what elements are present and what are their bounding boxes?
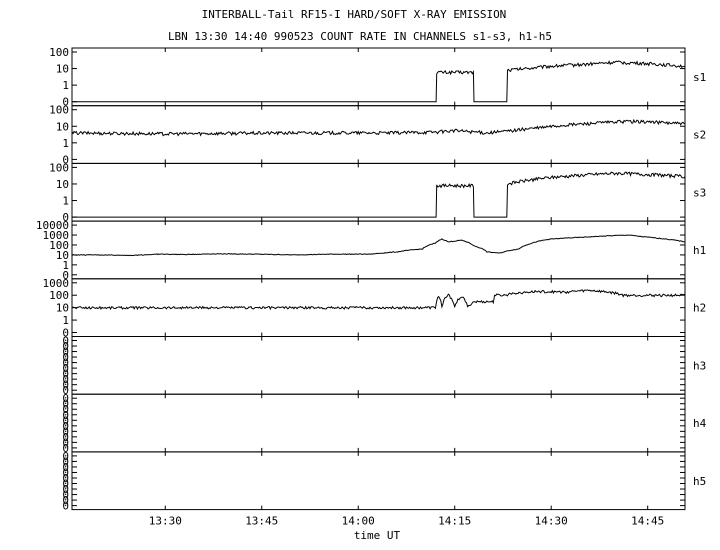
y-tick-label: 0 bbox=[62, 431, 69, 444]
y-tick-label: 0 bbox=[62, 450, 69, 463]
panel-label: h2 bbox=[693, 302, 706, 315]
y-tick-label: 0 bbox=[62, 327, 69, 340]
x-tick-label: 14:30 bbox=[535, 515, 568, 528]
y-tick-label: 1000 bbox=[43, 229, 70, 242]
panel-label: s1 bbox=[693, 71, 706, 84]
y-tick-label: 0 bbox=[62, 398, 69, 411]
y-tick-label: 1 bbox=[62, 137, 69, 150]
y-tick-label: 0 bbox=[62, 483, 69, 496]
y-tick-label: 100 bbox=[49, 104, 69, 117]
y-tick-label: 0 bbox=[62, 357, 69, 370]
y-tick-label: 100 bbox=[49, 239, 69, 252]
y-tick-label: 0 bbox=[62, 211, 69, 224]
y-tick-label: 0 bbox=[62, 489, 69, 502]
series-s2-line bbox=[71, 118, 686, 137]
y-tick-label: 10000 bbox=[36, 219, 69, 232]
y-tick-label: 100 bbox=[49, 46, 69, 59]
y-tick-label: 0 bbox=[62, 373, 69, 386]
y-tick-label: 0 bbox=[62, 379, 69, 392]
y-tick-label: 0 bbox=[62, 153, 69, 166]
panel-frame bbox=[71, 451, 686, 511]
series-s3-line bbox=[72, 171, 686, 218]
panel-frame bbox=[71, 162, 686, 222]
y-tick-label: 0 bbox=[62, 425, 69, 438]
x-tick-label: 14:15 bbox=[438, 515, 471, 528]
panel-label: h4 bbox=[693, 417, 707, 430]
y-tick-label: 0 bbox=[62, 500, 69, 513]
y-tick-label: 10 bbox=[56, 249, 69, 262]
y-tick-label: 10 bbox=[56, 178, 69, 191]
x-tick-label: 14:45 bbox=[631, 515, 664, 528]
panel-frame bbox=[71, 336, 686, 395]
y-tick-label: 0 bbox=[62, 368, 69, 381]
y-tick-label: 0 bbox=[62, 494, 69, 507]
y-tick-label: 0 bbox=[62, 340, 69, 353]
series-h2-line bbox=[71, 289, 686, 311]
y-tick-label: 0 bbox=[62, 442, 69, 455]
y-tick-label: 0 bbox=[62, 466, 69, 479]
y-tick-label: 0 bbox=[62, 269, 69, 282]
y-tick-label: 1 bbox=[62, 79, 69, 92]
series-h1-line bbox=[71, 234, 686, 257]
panel-frame bbox=[71, 393, 686, 453]
y-tick-label: 0 bbox=[62, 384, 69, 397]
y-tick-label: 1000 bbox=[43, 277, 70, 290]
y-tick-label: 1 bbox=[62, 195, 69, 208]
y-tick-label: 0 bbox=[62, 96, 69, 109]
y-tick-label: 0 bbox=[62, 392, 69, 405]
panel-frame bbox=[71, 47, 686, 107]
y-tick-label: 0 bbox=[62, 436, 69, 449]
chart-title: INTERBALL-Tail RF15-I HARD/SOFT X-RAY EM… bbox=[202, 8, 507, 21]
y-tick-label: 10 bbox=[56, 302, 69, 315]
y-tick-label: 0 bbox=[62, 472, 69, 485]
x-axis: 13:30 13:45 14:00 14:15 14:30 14:45 bbox=[149, 48, 664, 528]
panel-label: s3 bbox=[693, 186, 706, 199]
y-tick-label: 0 bbox=[62, 351, 69, 364]
chart-subtitle: LBN 13:30 14:40 990523 COUNT RATE IN CHA… bbox=[168, 30, 552, 43]
y-tick-label: 0 bbox=[62, 335, 69, 348]
y-tick-label: 0 bbox=[62, 461, 69, 474]
y-tick-label: 1 bbox=[62, 259, 69, 272]
y-tick-label: 10 bbox=[56, 63, 69, 76]
y-tick-label: 0 bbox=[62, 403, 69, 416]
panel-label: h3 bbox=[693, 359, 706, 372]
y-tick-label: 0 bbox=[62, 414, 69, 427]
y-tick-label: 1 bbox=[62, 314, 69, 327]
y-tick-label: 10 bbox=[56, 120, 69, 133]
x-tick-label: 14:00 bbox=[342, 515, 375, 528]
y-tick-label: 0 bbox=[62, 420, 69, 433]
series-s1-line bbox=[72, 60, 686, 103]
panel-frame bbox=[71, 220, 686, 280]
panel-label: s2 bbox=[693, 129, 706, 142]
panel-label: h1 bbox=[693, 244, 706, 257]
x-tick-label: 13:45 bbox=[245, 515, 278, 528]
y-tick-label: 100 bbox=[49, 289, 69, 302]
y-tick-label: 0 bbox=[62, 455, 69, 468]
x-tick-label: 13:30 bbox=[149, 515, 182, 528]
y-tick-label: 0 bbox=[62, 478, 69, 491]
x-axis-label: time UT bbox=[354, 529, 401, 542]
y-tick-label: 0 bbox=[62, 346, 69, 359]
y-tick-label: 0 bbox=[62, 362, 69, 375]
panel-label: h5 bbox=[693, 475, 706, 488]
y-tick-label: 100 bbox=[49, 161, 69, 174]
panels: 1001010s11001010s21001010s31000010001001… bbox=[36, 46, 707, 513]
y-tick-label: 0 bbox=[62, 409, 69, 422]
